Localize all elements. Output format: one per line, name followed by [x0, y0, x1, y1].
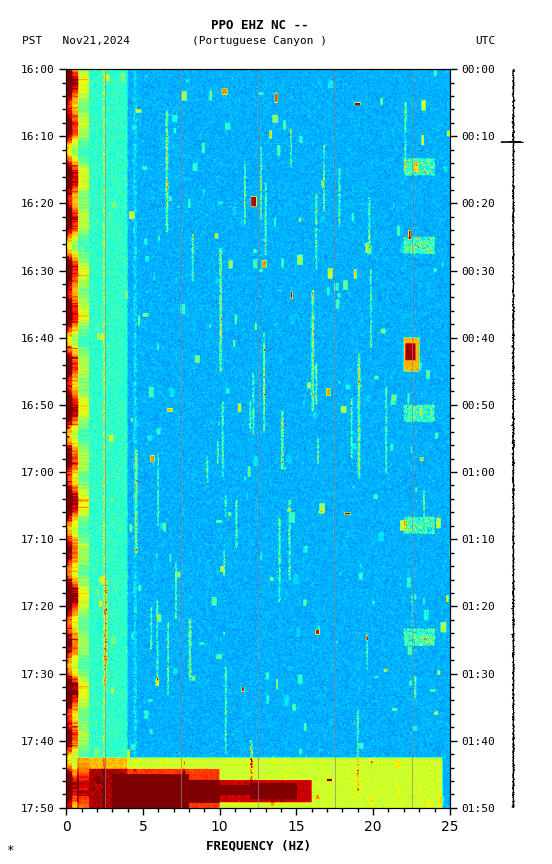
Text: *: *	[6, 843, 13, 856]
Text: PST   Nov21,2024: PST Nov21,2024	[22, 36, 130, 47]
Text: (Portuguese Canyon ): (Portuguese Canyon )	[192, 36, 327, 47]
Text: PPO EHZ NC --: PPO EHZ NC --	[211, 19, 308, 32]
Text: UTC: UTC	[476, 36, 496, 47]
X-axis label: FREQUENCY (HZ): FREQUENCY (HZ)	[205, 839, 311, 852]
